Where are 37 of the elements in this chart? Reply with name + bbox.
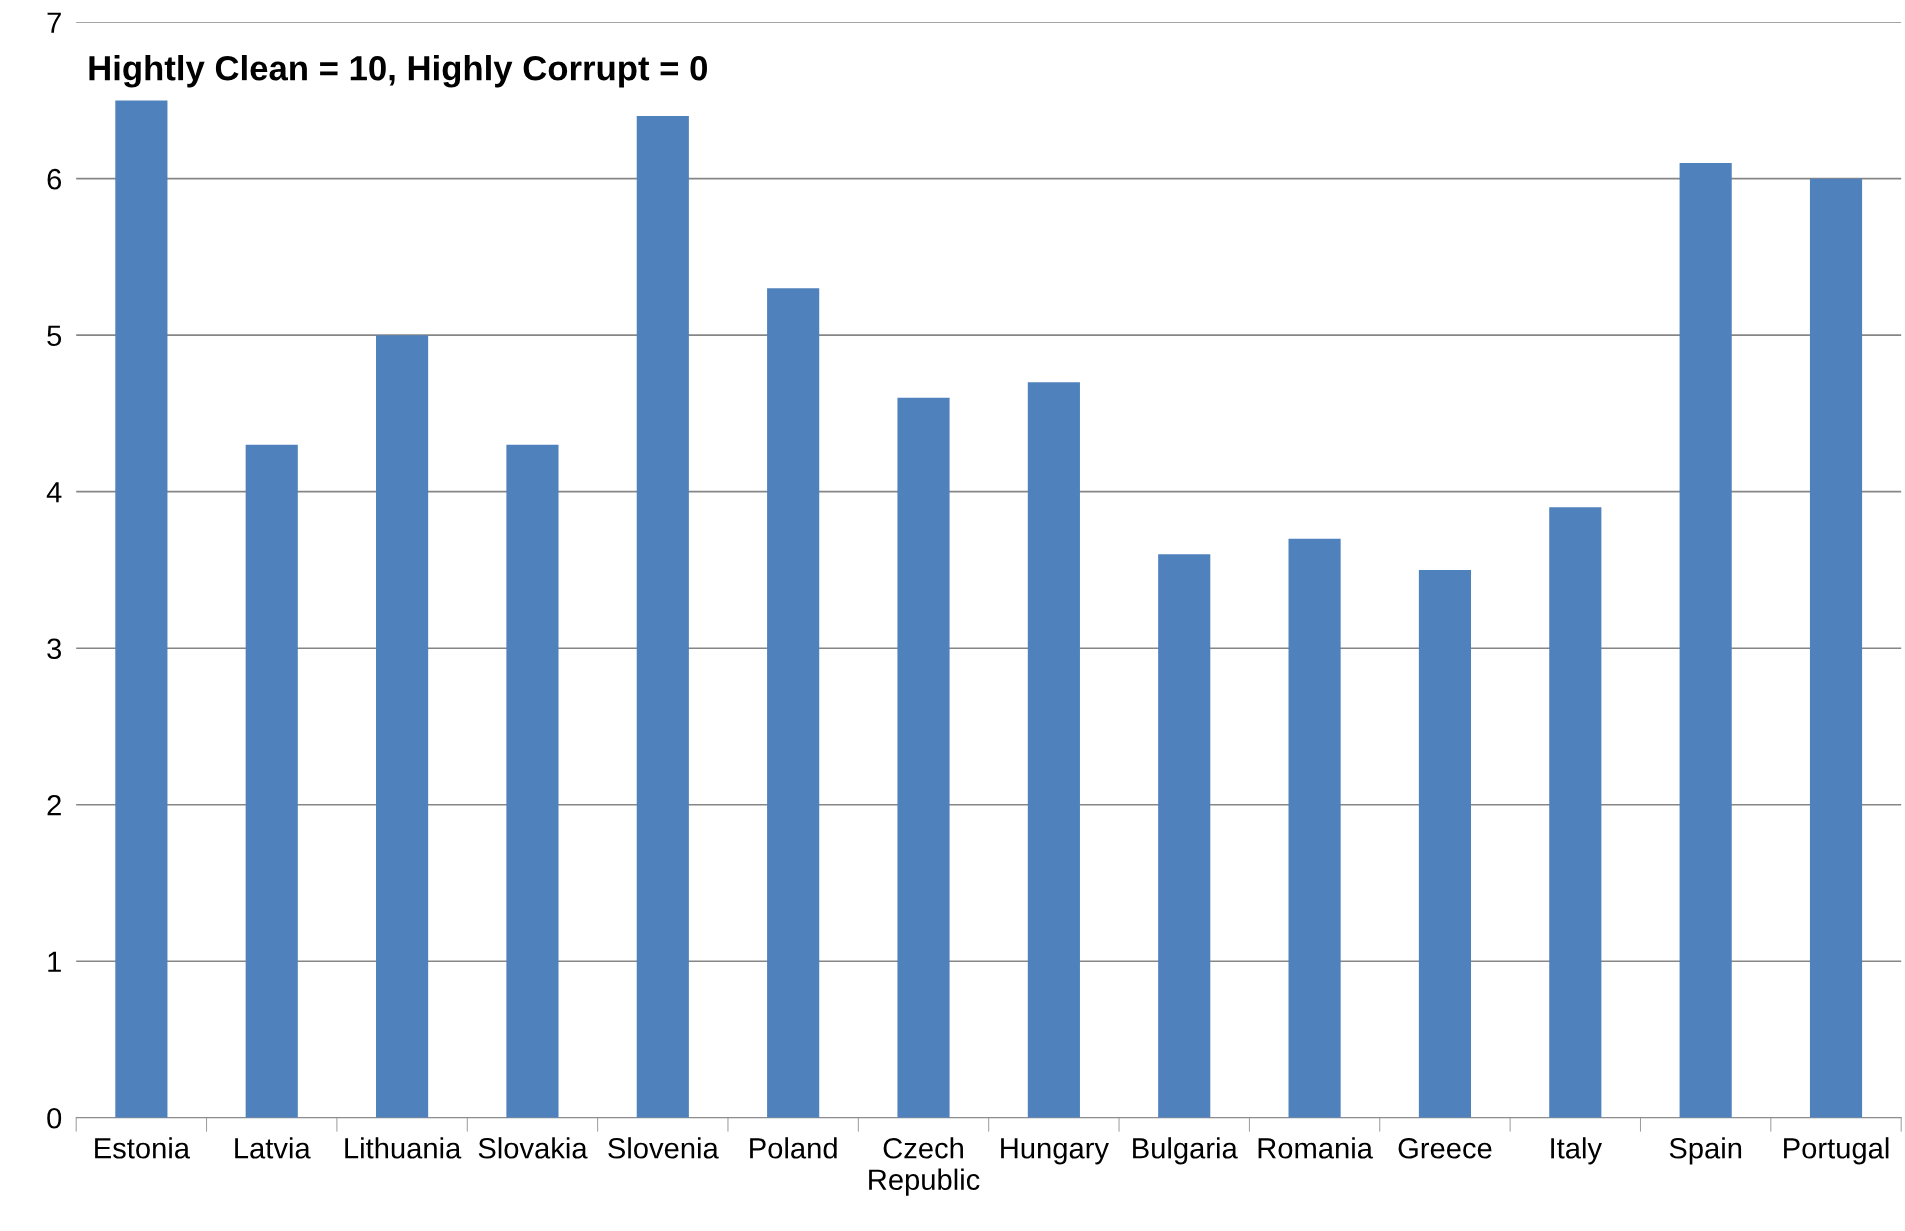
bar bbox=[1158, 554, 1211, 1118]
y-tick-label: 4 bbox=[46, 482, 62, 503]
x-tick-label: Bulgaria bbox=[1133, 1137, 1238, 1165]
y-tick-label: 5 bbox=[47, 325, 62, 347]
x-tick-label: Italy bbox=[1551, 1137, 1602, 1165]
text: Hightly Clean = 10, Highly Corrupt = 0 bbox=[89, 55, 707, 88]
x-tick-label: Spain bbox=[1669, 1137, 1742, 1165]
bar bbox=[245, 444, 298, 1118]
bar bbox=[897, 397, 950, 1118]
x-tick-label: Greece bbox=[1398, 1137, 1492, 1159]
bar bbox=[1679, 163, 1732, 1118]
bar bbox=[1809, 178, 1863, 1118]
y-tick-label: 2 bbox=[47, 794, 61, 816]
bar bbox=[115, 100, 168, 1118]
x-tick-label: Romania bbox=[1258, 1137, 1373, 1159]
bar bbox=[1418, 569, 1472, 1118]
bar bbox=[1288, 538, 1341, 1118]
y-tick-label: 1 bbox=[48, 951, 61, 972]
y-tick-label: 6 bbox=[47, 168, 62, 190]
bar bbox=[376, 335, 429, 1118]
x-tick-label: Slovakia bbox=[478, 1137, 588, 1159]
bar bbox=[767, 288, 820, 1118]
x-tick-label: Poland bbox=[750, 1137, 837, 1159]
y-tick-label: 7 bbox=[47, 12, 61, 33]
bar bbox=[1027, 382, 1080, 1118]
x-tick-label: Estonia bbox=[95, 1137, 191, 1159]
x-tick-label: Latvia bbox=[235, 1137, 311, 1159]
y-tick-label: 3 bbox=[47, 638, 62, 660]
bar bbox=[636, 116, 689, 1118]
x-tick-label: Czech Republic bbox=[869, 1137, 980, 1196]
x-tick-label: Lithuania bbox=[345, 1137, 462, 1159]
x-tick-label: Portugal bbox=[1784, 1137, 1889, 1165]
bar bbox=[1549, 507, 1602, 1118]
x-tick-label: Slovenia bbox=[608, 1137, 719, 1159]
x-tick-label: Hungary bbox=[1001, 1138, 1109, 1165]
y-tick-label: 0 bbox=[47, 1107, 62, 1129]
bar bbox=[506, 444, 559, 1118]
